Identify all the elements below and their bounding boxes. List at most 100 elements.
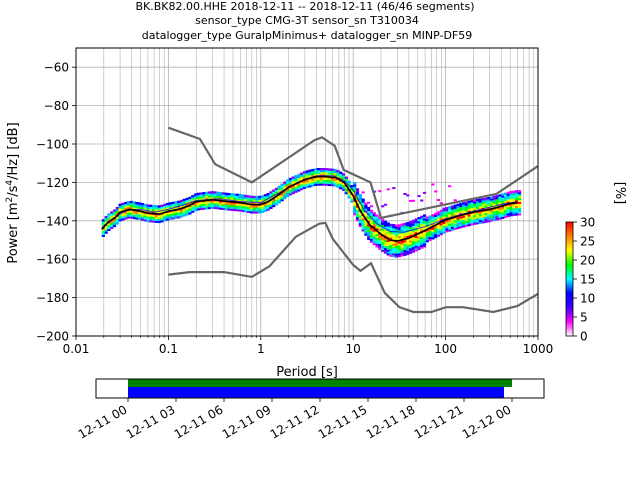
- histogram-cell: [397, 245, 402, 248]
- histogram-cell: [498, 217, 502, 220]
- histogram-cell: [266, 198, 270, 202]
- histogram-cell: [361, 198, 365, 201]
- histogram-cell: [425, 220, 429, 224]
- histogram-cell: [517, 195, 522, 199]
- histogram-cell: [473, 218, 477, 221]
- histogram-cell: [199, 194, 203, 197]
- histogram-cell: [464, 216, 469, 220]
- chart-title-line-1: BK.BK82.00.HHE 2018-12-11 -- 2018-12-11 …: [135, 0, 474, 13]
- histogram-cell: [389, 237, 393, 240]
- histogram-cell: [272, 202, 276, 206]
- histogram-cell: [417, 222, 421, 226]
- histogram-cell: [397, 247, 402, 250]
- histogram-cell: [375, 235, 379, 238]
- histogram-cell: [297, 187, 301, 190]
- histogram-cell: [503, 213, 508, 217]
- high-noise-model-line: [168, 126, 539, 220]
- histogram-cell: [274, 201, 279, 204]
- histogram-cell: [121, 208, 125, 211]
- histogram-cell: [238, 207, 242, 210]
- histogram-cell: [154, 209, 159, 212]
- histogram-cell: [428, 234, 432, 238]
- histogram-cell: [364, 202, 368, 205]
- histogram-cell: [509, 212, 513, 215]
- histogram-cell: [473, 214, 477, 218]
- histogram-cell: [358, 211, 362, 214]
- histogram-cell: [115, 210, 119, 214]
- histogram-cell: [185, 199, 189, 203]
- histogram-cell: [434, 231, 438, 235]
- histogram-cell: [107, 224, 111, 228]
- histogram-cell: [255, 205, 259, 208]
- histogram-cell: [163, 203, 167, 207]
- histogram-cell: [135, 203, 139, 207]
- grid-lines: [76, 48, 538, 336]
- histogram-cell: [408, 222, 413, 226]
- histogram-cell: [163, 207, 167, 210]
- histogram-cell: [436, 226, 441, 229]
- histogram-cell: [445, 220, 449, 223]
- histogram-cell: [126, 216, 131, 219]
- histogram-cell: [417, 247, 421, 251]
- histogram-cell: [246, 206, 251, 210]
- histogram-cell: [403, 226, 407, 229]
- histogram-cell: [411, 242, 415, 246]
- histogram-cell: [414, 229, 418, 233]
- histogram-cell: [453, 206, 457, 209]
- histogram-cell: [121, 204, 125, 207]
- histogram-cell: [478, 206, 483, 209]
- histogram-cell: [238, 195, 242, 199]
- histogram-cell: [406, 233, 410, 236]
- histogram-cell: [286, 190, 290, 194]
- histogram-cell: [492, 199, 496, 202]
- histogram-cell: [397, 237, 402, 240]
- histogram-cell: [428, 236, 432, 239]
- histogram-cell: [333, 172, 337, 176]
- histogram-cell: [397, 249, 402, 252]
- histogram-cell: [361, 217, 365, 220]
- histogram-cell: [503, 209, 508, 213]
- histogram-cell: [464, 224, 469, 227]
- histogram-cell: [272, 204, 276, 208]
- histogram-cell: [470, 209, 474, 212]
- histogram-cell: [517, 209, 522, 212]
- histogram-cell: [456, 213, 460, 216]
- histogram-cell: [121, 218, 125, 221]
- histogram-cell: [428, 219, 432, 222]
- histogram-cell: [515, 207, 519, 210]
- histogram-cell: [244, 194, 248, 198]
- histogram-cell: [484, 212, 488, 216]
- histogram-cell: [224, 194, 228, 197]
- histogram-cell: [403, 243, 407, 247]
- histogram-cell: [182, 214, 186, 217]
- histogram-cell: [196, 198, 200, 201]
- histogram-cell: [207, 193, 212, 196]
- histogram-cell: [473, 220, 477, 223]
- histogram-cell: [179, 215, 184, 218]
- histogram-cell: [456, 219, 460, 222]
- histogram-cell: [381, 218, 385, 222]
- histogram-cell: [227, 204, 231, 207]
- histogram-cell: [400, 246, 404, 249]
- histogram-cell: [227, 202, 231, 205]
- histogram-cell: [381, 205, 385, 208]
- histogram-cell: [146, 219, 150, 223]
- histogram-cell: [487, 196, 491, 200]
- histogram-cell: [174, 201, 178, 204]
- histogram-cell: [406, 231, 410, 234]
- histogram-cell: [358, 218, 362, 222]
- histogram-cell: [199, 207, 203, 211]
- histogram-cell: [193, 208, 198, 212]
- histogram-cell: [182, 208, 186, 211]
- histogram-cell: [110, 211, 114, 214]
- histogram-cell: [347, 192, 351, 195]
- histogram-cell: [422, 216, 427, 219]
- histogram-cell: [154, 216, 159, 220]
- histogram-cell: [501, 212, 505, 216]
- histogram-cell: [397, 233, 402, 237]
- histogram-cell: [193, 203, 198, 206]
- histogram-cell: [473, 203, 477, 206]
- histogram-cell: [428, 238, 432, 241]
- histogram-cell: [512, 205, 516, 209]
- histogram-cell: [411, 248, 415, 251]
